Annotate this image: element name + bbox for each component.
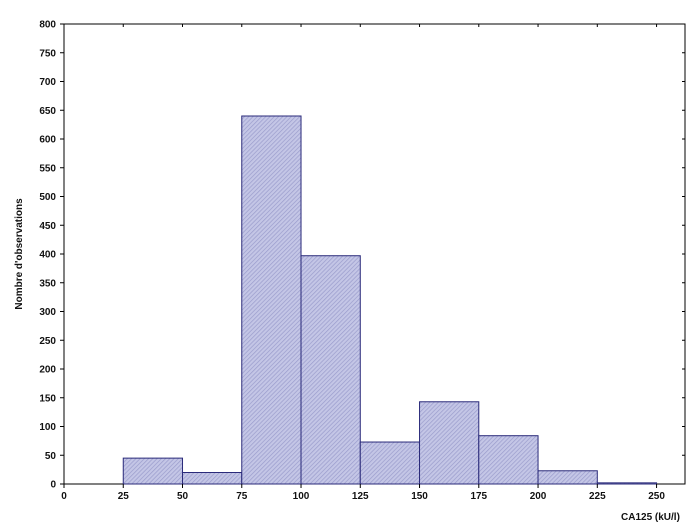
y-axis-title: Nombre d'observations xyxy=(14,198,25,310)
y-tick-label: 150 xyxy=(39,393,56,404)
y-tick-label: 250 xyxy=(39,336,56,347)
y-tick-label: 100 xyxy=(39,422,56,433)
x-tick-label: 75 xyxy=(236,491,248,502)
x-axis: 0 25 50 75 100 125 150 175 200 225 250 xyxy=(61,24,665,502)
x-tick-label: 50 xyxy=(177,491,189,502)
bar-175-200 xyxy=(478,435,539,485)
x-tick-label: 225 xyxy=(589,491,606,502)
x-tick-label: 200 xyxy=(530,491,547,502)
y-tick-label: 550 xyxy=(39,163,56,174)
plot-area xyxy=(63,23,686,485)
bars-group xyxy=(122,115,658,485)
bar-200-225 xyxy=(537,470,598,485)
x-tick-label: 0 xyxy=(61,491,67,502)
y-tick-label: 350 xyxy=(39,278,56,289)
y-axis: 0 50 100 150 200 250 300 350 400 450 500 550 600 650 7… xyxy=(39,20,685,491)
bar-225-250 xyxy=(596,482,658,485)
y-tick-label: 50 xyxy=(45,451,57,462)
y-tick-label: 800 xyxy=(39,20,56,31)
bar-50-75 xyxy=(182,472,243,485)
y-tick-label: 500 xyxy=(39,192,56,203)
x-tick-label: 125 xyxy=(352,491,369,502)
x-tick-label: 250 xyxy=(648,491,665,502)
x-tick-label: 150 xyxy=(411,491,428,502)
y-tick-label: 650 xyxy=(39,106,56,117)
y-tick-label: 400 xyxy=(39,250,56,261)
bar-125-150 xyxy=(359,441,421,485)
bar-25-50 xyxy=(122,457,184,485)
y-tick-label: 450 xyxy=(39,221,56,232)
y-tick-label: 700 xyxy=(39,77,56,88)
y-tick-label: 300 xyxy=(39,307,56,318)
x-tick-label: 100 xyxy=(293,491,310,502)
x-tick-label: 25 xyxy=(118,491,130,502)
bar-75-100 xyxy=(241,115,302,485)
x-axis-title: CA125 (kU/l) xyxy=(621,512,680,523)
bar-150-175 xyxy=(419,401,480,485)
y-tick-label: 750 xyxy=(39,48,56,59)
y-tick-label: 600 xyxy=(39,135,56,146)
bar-100-125 xyxy=(300,255,361,485)
y-tick-label: 0 xyxy=(50,480,56,491)
x-tick-label: 175 xyxy=(470,491,487,502)
y-tick-label: 200 xyxy=(39,365,56,376)
